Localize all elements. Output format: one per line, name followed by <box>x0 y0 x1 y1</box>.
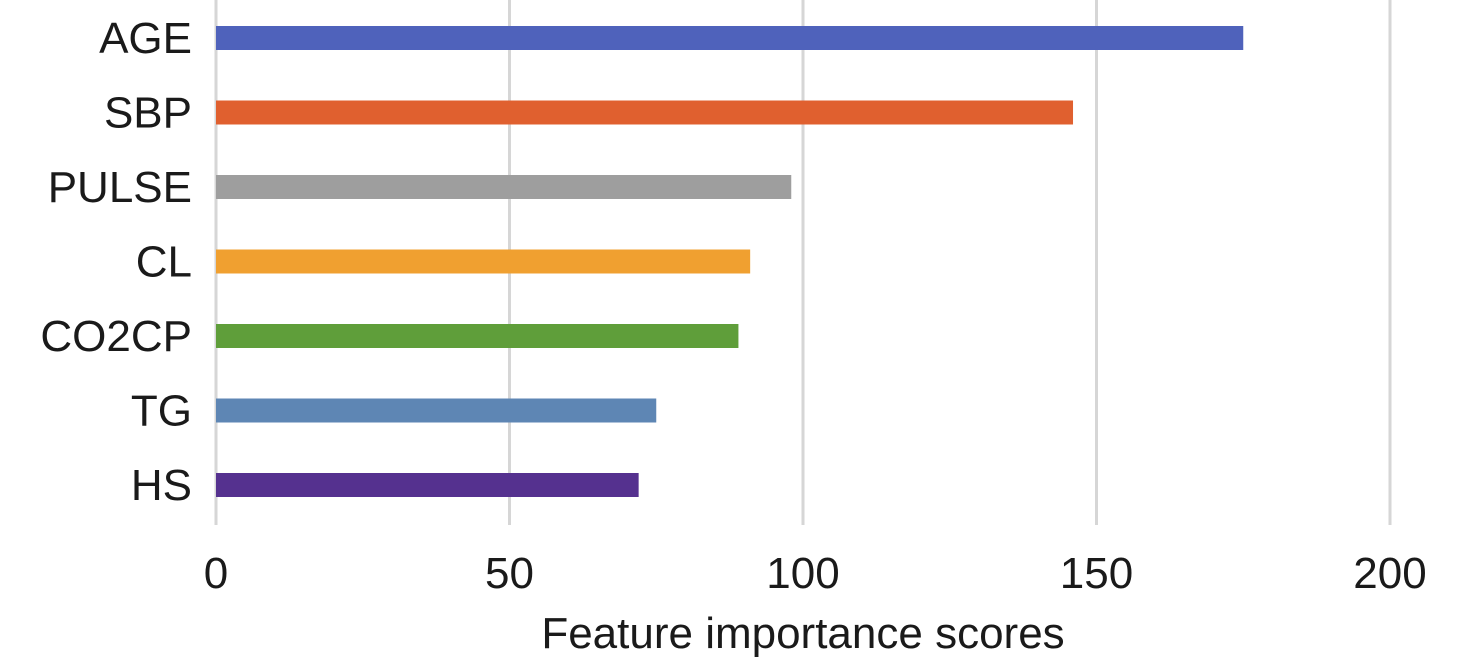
bars <box>216 26 1244 497</box>
x-tick-label: 100 <box>766 549 839 598</box>
category-label-co2cp: CO2CP <box>40 312 192 361</box>
x-axis-label: Feature importance scores <box>541 609 1064 658</box>
category-labels: AGE SBP PULSE CL CO2CP TG HS <box>40 14 192 510</box>
x-tick-labels: 0 50 100 150 200 <box>204 549 1427 598</box>
x-tick-label: 50 <box>485 549 534 598</box>
category-label-cl: CL <box>136 238 192 287</box>
category-label-hs: HS <box>131 461 192 510</box>
gridlines <box>214 0 1392 525</box>
bar-pulse <box>216 175 792 199</box>
bar-sbp <box>216 100 1074 125</box>
x-tick-label: 0 <box>204 549 228 598</box>
category-label-age: AGE <box>99 14 192 63</box>
bar-cl <box>216 249 751 274</box>
category-label-pulse: PULSE <box>48 163 192 212</box>
x-tick-label: 200 <box>1353 549 1426 598</box>
bar-hs <box>216 473 639 497</box>
bar-age <box>216 26 1244 50</box>
category-label-tg: TG <box>131 387 192 436</box>
x-tick-label: 150 <box>1060 549 1133 598</box>
bar-co2cp <box>216 324 739 348</box>
category-label-sbp: SBP <box>104 89 192 138</box>
bar-tg <box>216 398 657 423</box>
